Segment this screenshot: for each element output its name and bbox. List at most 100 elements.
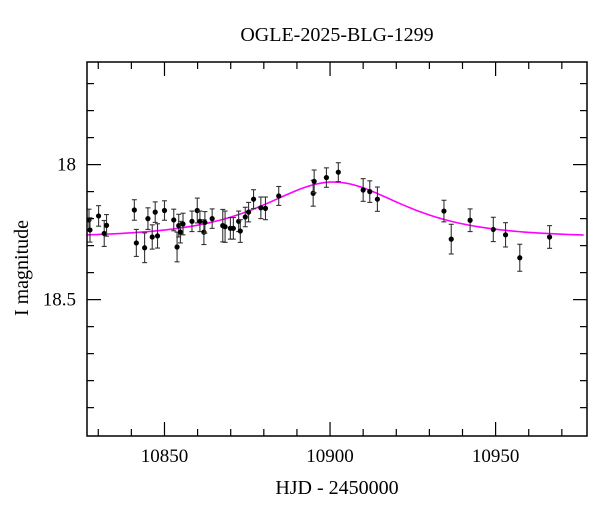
data-marker (448, 236, 454, 242)
data-point (149, 224, 155, 250)
data-marker (374, 196, 380, 202)
data-point (517, 243, 523, 272)
data-point (161, 200, 168, 221)
axis-tick-labels: 10850 10900 10950 18 18.5 (43, 155, 520, 467)
model-curve-group (86, 181, 584, 236)
data-marker (502, 232, 509, 238)
data-marker (517, 255, 523, 261)
x-tick-label: 10950 (472, 446, 520, 467)
data-marker (133, 240, 139, 246)
data-point (467, 208, 473, 233)
data-point (262, 196, 269, 221)
data-marker (145, 216, 151, 222)
data-marker (490, 226, 496, 233)
data-point (145, 207, 151, 230)
y-tick-label: 18.5 (43, 290, 76, 311)
data-point (189, 210, 195, 233)
data-marker (258, 205, 264, 211)
data-marker (209, 216, 215, 222)
data-marker (95, 213, 102, 219)
data-point (335, 162, 341, 183)
data-point (250, 189, 257, 210)
data-point (180, 212, 186, 236)
data-point (177, 220, 183, 244)
data-marker (230, 225, 236, 231)
data-marker (174, 244, 180, 250)
data-point (209, 208, 215, 229)
data-point (323, 167, 330, 188)
data-point (197, 210, 203, 233)
data-marker (245, 209, 252, 215)
data-marker (131, 207, 137, 213)
data-marker (197, 218, 203, 224)
data-marker (360, 187, 366, 193)
data-point (222, 210, 228, 243)
data-marker (250, 196, 257, 202)
data-marker (103, 222, 110, 228)
plot-frame (86, 61, 588, 437)
data-point (367, 180, 373, 203)
data-marker (87, 227, 93, 233)
data-point (245, 201, 252, 223)
data-marker (154, 233, 161, 239)
data-point (502, 222, 509, 248)
data-marker (311, 178, 317, 184)
data-marker (323, 174, 330, 181)
data-point (360, 178, 366, 202)
data-point (87, 217, 93, 243)
data-point (103, 214, 110, 237)
data-marker (276, 193, 282, 199)
data-point (490, 216, 496, 243)
data-marker (177, 229, 183, 235)
data-marker (101, 230, 107, 237)
data-point (258, 196, 264, 220)
data-marker (237, 228, 243, 234)
data-marker (467, 217, 473, 223)
data-point (171, 208, 177, 232)
data-marker (367, 189, 373, 195)
data-point (237, 219, 243, 243)
data-point (230, 216, 236, 240)
x-tick-label: 10900 (306, 446, 354, 467)
data-marker (142, 245, 148, 251)
axis-ticks (87, 62, 587, 436)
data-points-group (86, 162, 553, 272)
data-point (276, 185, 282, 206)
data-marker (194, 207, 200, 214)
data-marker (546, 234, 553, 240)
data-point (441, 199, 447, 223)
data-point (131, 199, 137, 221)
data-point (546, 225, 553, 249)
data-point (202, 211, 208, 234)
data-marker (441, 208, 447, 214)
data-point (311, 169, 317, 194)
data-marker (222, 224, 228, 230)
data-marker (262, 205, 269, 211)
data-marker (242, 214, 248, 220)
data-point (448, 223, 454, 255)
data-marker (335, 169, 341, 175)
data-marker (171, 217, 177, 223)
data-marker (201, 229, 207, 235)
data-marker (180, 221, 186, 227)
data-point (133, 228, 139, 257)
x-tick-label: 10850 (141, 446, 189, 467)
data-point (152, 201, 158, 223)
data-marker (202, 219, 208, 226)
data-marker (152, 209, 158, 215)
data-marker (161, 207, 168, 214)
y-tick-label: 18 (57, 155, 76, 176)
data-point (374, 186, 380, 212)
model-curve (86, 181, 584, 236)
data-marker (149, 234, 155, 240)
data-point (142, 232, 148, 264)
plot-title: OGLE-2025-BLG-1299 (240, 24, 433, 46)
data-point (242, 206, 248, 228)
x-axis-label: HJD - 2450000 (275, 477, 398, 499)
y-axis-label: I magnitude (11, 220, 33, 316)
data-marker (189, 218, 195, 224)
data-point (95, 205, 102, 227)
data-point (154, 223, 161, 249)
